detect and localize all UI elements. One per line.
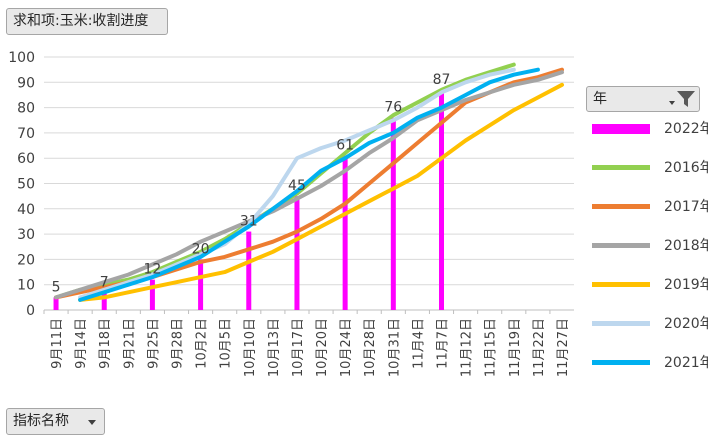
series-line-2021年[interactable]	[78, 67, 540, 302]
y-tick-label: 20	[17, 252, 35, 268]
filter-icon[interactable]	[676, 89, 696, 109]
bar-data-label: 31	[240, 214, 258, 230]
x-tick-label: 10月10日	[243, 318, 258, 377]
bar-2022[interactable]	[439, 89, 444, 310]
legend-swatch	[592, 204, 650, 209]
bar-2022[interactable]	[390, 117, 396, 310]
y-tick-label: 70	[17, 126, 35, 142]
bar-2022[interactable]	[198, 259, 204, 310]
x-tick-label: 10月2日	[195, 318, 210, 369]
legend-swatch	[592, 243, 650, 248]
x-tick-label: 9月14日	[74, 318, 89, 369]
legend-swatch	[592, 321, 650, 326]
x-tick-label: 11月27日	[556, 318, 571, 377]
y-tick-label: 60	[17, 151, 35, 167]
x-tick-label: 10月31日	[387, 318, 402, 377]
x-tick-label: 9月25日	[146, 318, 161, 369]
y-tick-label: 40	[17, 202, 35, 218]
bar-2022[interactable]	[294, 196, 300, 310]
x-tick-label: 11月22日	[532, 318, 547, 377]
y-tick-label: 100	[8, 50, 35, 66]
legend-swatch	[592, 282, 650, 287]
chevron-down-icon	[669, 101, 675, 105]
x-tick-label: 9月11日	[50, 318, 65, 369]
legend-label: 2019年	[664, 277, 708, 293]
bar-2022[interactable]	[149, 279, 155, 310]
x-tick-label: 11月4日	[411, 318, 426, 369]
y-tick-label: 0	[26, 303, 35, 319]
x-tick-label: 11月12日	[460, 318, 475, 377]
data-labels: 5 7 12 20 31 45 61 76 87	[52, 72, 451, 295]
x-axis: 9月11日 9月14日 9月18日 9月21日 9月25日 9月28日 10月2日 10月5日…	[43, 310, 571, 377]
x-tick-label: 9月21日	[122, 318, 137, 369]
y-tick-label: 50	[17, 177, 35, 193]
gridlines	[44, 56, 574, 311]
bar-series-2022	[53, 89, 444, 310]
legend-swatch	[592, 165, 650, 170]
y-tick-label: 30	[17, 227, 35, 243]
x-tick-label: 9月28日	[171, 318, 186, 369]
legend-label: 2017年	[664, 199, 708, 215]
x-tick-label: 10月20日	[315, 318, 330, 377]
series-line-2019年[interactable]	[78, 82, 564, 302]
x-tick-label: 10月24日	[339, 318, 354, 377]
bar-2022[interactable]	[101, 292, 107, 310]
series-line-2020年[interactable]	[78, 67, 516, 300]
x-tick-label: 11月15日	[484, 318, 499, 377]
bar-2022[interactable]	[342, 155, 348, 310]
y-tick-label: 80	[17, 101, 35, 117]
x-tick-label: 11月19日	[508, 318, 523, 377]
series-line-2016年[interactable]	[54, 62, 516, 300]
x-tick-label: 10月13日	[267, 318, 282, 377]
legend-field-button[interactable]: 年	[586, 86, 700, 112]
bar-data-label: 45	[288, 178, 306, 194]
bar-data-label: 7	[100, 274, 109, 290]
bar-data-label: 5	[52, 279, 61, 295]
bar-data-label: 76	[384, 100, 402, 116]
x-tick-label: 10月28日	[363, 318, 378, 377]
chevron-down-icon	[88, 420, 96, 425]
y-tick-label: 10	[17, 278, 35, 294]
x-tick-label: 11月7日	[436, 318, 451, 369]
axis-field-button[interactable]: 指标名称	[6, 408, 105, 435]
legend-swatch	[592, 360, 650, 365]
legend-swatch	[592, 124, 650, 134]
series-line-2018年[interactable]	[54, 70, 564, 300]
value-field-button[interactable]: 求和项:玉米:收割进度	[6, 8, 168, 35]
legend-field-label: 年	[593, 91, 607, 107]
legend-label: 2020年	[664, 316, 708, 332]
axis-field-label: 指标名称	[13, 413, 69, 429]
bar-2022[interactable]	[53, 297, 59, 310]
x-tick-label: 10月5日	[219, 318, 234, 369]
bar-data-label: 20	[192, 241, 210, 257]
bar-data-label: 87	[433, 72, 451, 88]
x-tick-label: 10月17日	[291, 318, 306, 377]
legend-label: 2018年	[664, 238, 708, 254]
legend-label: 2016年	[664, 160, 708, 176]
legend-label: 2022年	[664, 121, 708, 137]
line-series	[54, 62, 564, 302]
bar-data-label: 61	[336, 138, 354, 154]
bar-data-label: 12	[143, 262, 161, 278]
y-axis: 0 10 20 30 40 50 60 70 80 90 100	[8, 50, 35, 319]
y-tick-label: 90	[17, 75, 35, 91]
x-tick-label: 9月18日	[98, 318, 113, 369]
legend-label: 2021年	[664, 355, 708, 371]
bar-2022[interactable]	[246, 231, 252, 310]
